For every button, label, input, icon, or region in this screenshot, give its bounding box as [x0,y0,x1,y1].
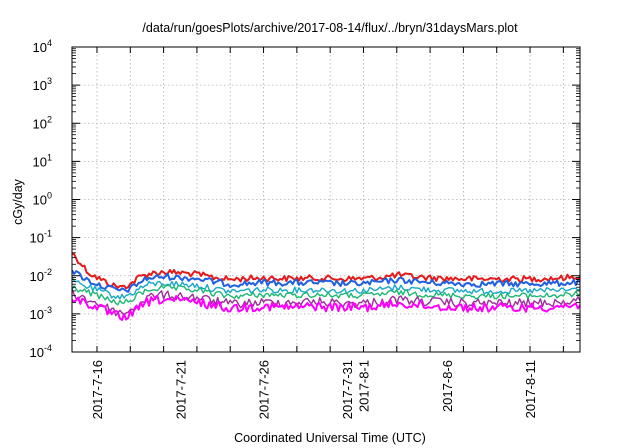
series-line [71,294,581,322]
y-tick-label: 10-2 [30,267,52,284]
y-tick-label: 104 [33,38,52,55]
series-line [71,277,581,300]
x-axis-label: Coordinated Universal Time (UTC) [234,431,426,445]
x-tick-label: 2017-7-16 [90,360,105,419]
y-tick-label: 10-4 [30,343,52,360]
series-line [71,252,581,290]
series-line [71,269,581,293]
x-tick-label: 2017-8-1 [356,360,371,412]
x-tick-label-group: 2017-8-1 [356,360,371,412]
y-tick-label: 10-3 [30,305,52,322]
x-tick-label-group: 2017-7-31 [340,360,355,419]
x-tick-label: 2017-8-6 [440,360,455,412]
y-tick-label: 103 [33,76,52,93]
x-tick-label: 2017-7-21 [173,360,188,419]
x-tick-label-group: 2017-8-11 [523,360,538,418]
y-tick-label: 10-1 [30,229,52,246]
x-tick-label-group: 2017-7-21 [173,360,188,419]
y-tick-label: 100 [33,191,52,208]
chart-title: /data/run/goesPlots/archive/2017-08-14/f… [142,21,518,35]
x-tick-label: 2017-7-31 [340,360,355,419]
x-tick-label-group: 2017-7-16 [90,360,105,419]
x-tick-label: 2017-8-11 [523,360,538,418]
series-line [71,284,581,306]
axes: 10-4 10-3 10-2 10-1 100 101 102 103 104 2017-7-16… [30,38,581,419]
y-tick-label: 102 [33,114,52,131]
plot-border [71,46,581,353]
series-layer [71,252,581,322]
y-tick-label: 101 [33,152,52,169]
x-tick-label: 2017-7-26 [257,360,272,419]
x-tick-label-group: 2017-8-6 [440,360,455,412]
y-axis-label: cGy/day [11,178,25,225]
x-tick-label-group: 2017-7-26 [257,360,272,419]
